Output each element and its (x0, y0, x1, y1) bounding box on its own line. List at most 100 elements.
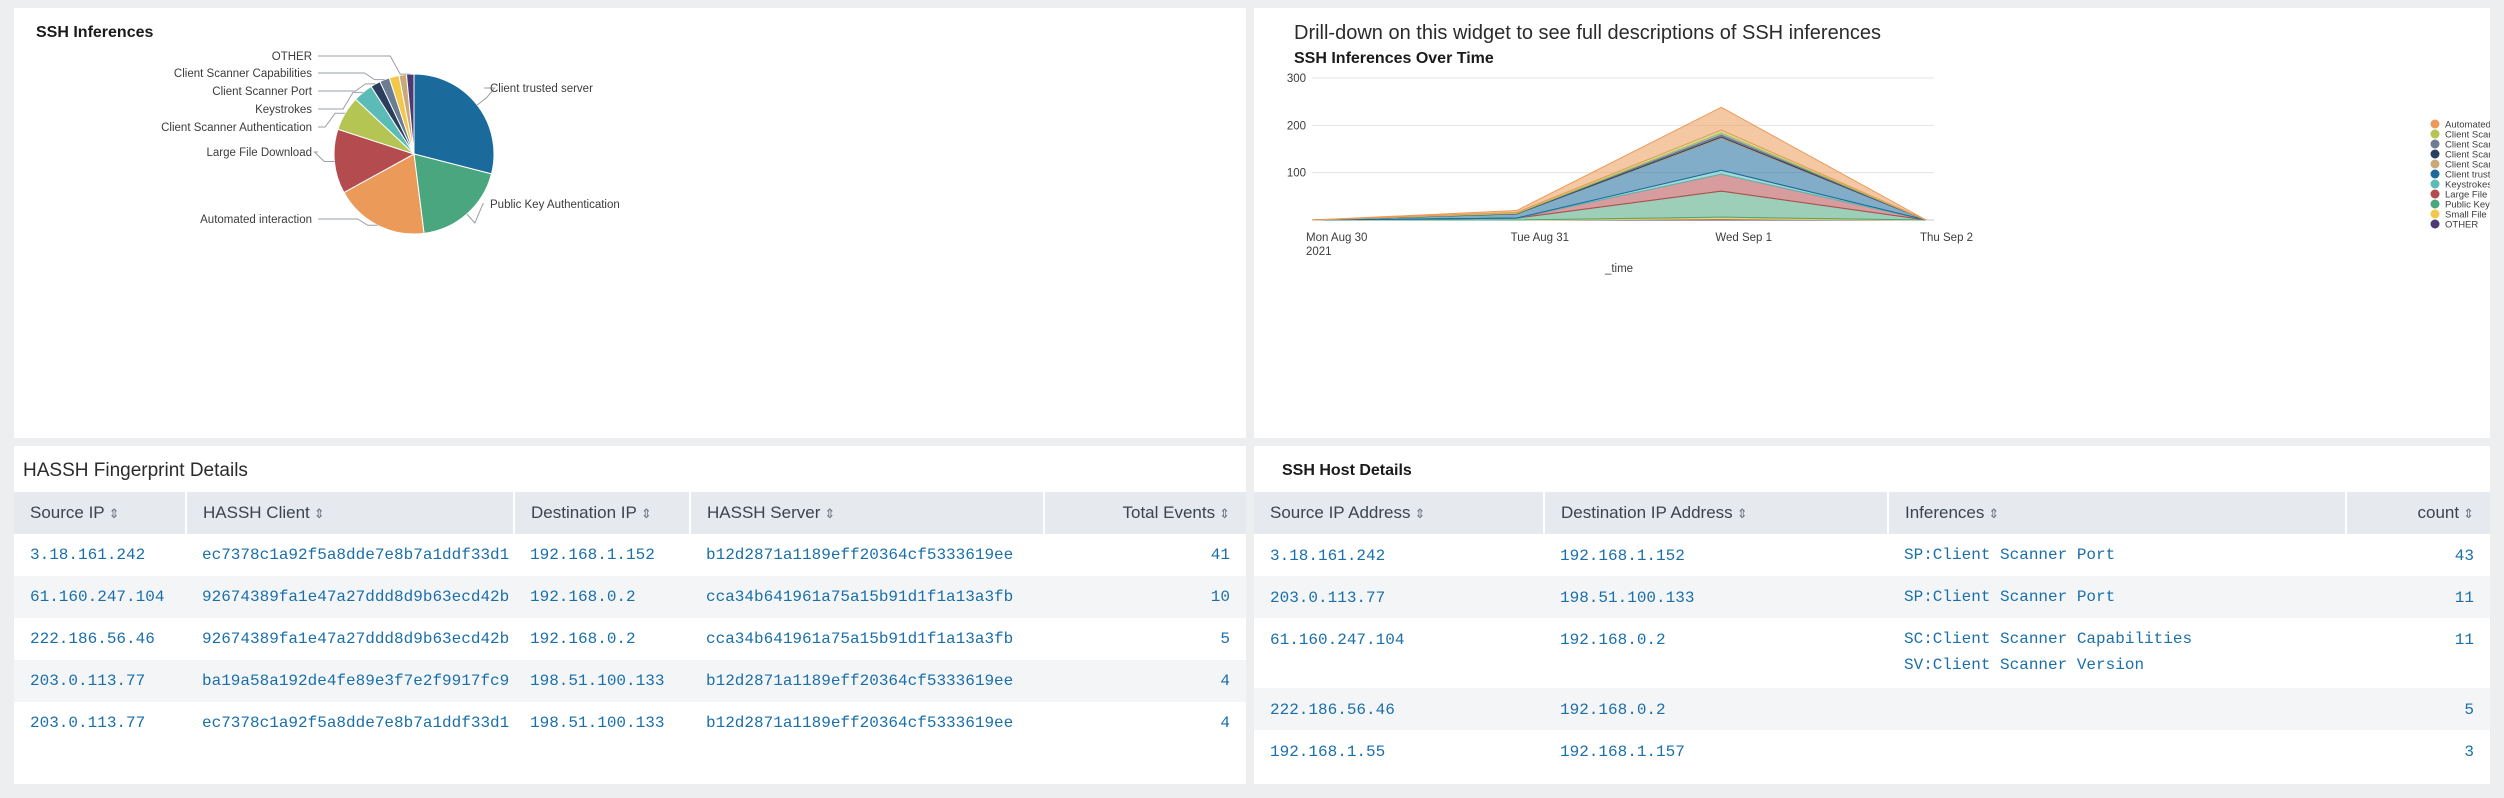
column-header-destination-ip[interactable]: Destination IP ⇕ (514, 492, 691, 534)
pie-slice-automated-interaction[interactable] (343, 153, 425, 235)
cell-destination-ip-address[interactable]: 192.168.1.152 (1560, 547, 1685, 565)
sort-icon[interactable]: ⇕ (824, 506, 836, 521)
cell-hassh-client[interactable]: 92674389fa1e47a27ddd8d9b63ecd42b (202, 630, 510, 648)
legend-item[interactable]: Client Scanner Port (2445, 150, 2490, 161)
cell-total-events[interactable]: 4 (1220, 714, 1230, 732)
cell-destination-ip[interactable]: 192.168.0.2 (530, 630, 636, 648)
cell-hassh-client[interactable]: 92674389fa1e47a27ddd8d9b63ecd42b (186, 576, 514, 618)
sort-icon[interactable]: ⇕ (640, 506, 652, 521)
table-row[interactable]: 203.0.113.77 ec7378c1a92f5a8dde7e8b7a1ddf… (14, 702, 1246, 744)
sort-icon[interactable]: ⇕ (2463, 506, 2474, 521)
cell-source-ip-address[interactable]: 192.168.1.55 (1270, 743, 1386, 761)
inference-value[interactable]: SC:Client Scanner Capabilities (1904, 630, 2193, 648)
sort-icon[interactable]: ⇕ (313, 506, 325, 521)
cell-inferences[interactable] (1888, 688, 2346, 730)
column-header-total-events[interactable]: Total Events ⇕ (1044, 492, 1246, 534)
legend-item[interactable]: Client Scann...uthentication (2445, 130, 2490, 141)
legend-swatch[interactable] (2430, 149, 2440, 159)
cell-inferences[interactable]: SP:Client Scanner Port (1888, 534, 2346, 576)
column-header-source-ip-address[interactable]: Source IP Address ⇕ (1254, 492, 1545, 534)
cell-destination-ip-address[interactable]: 192.168.0.2 (1560, 631, 1666, 649)
table-row[interactable]: 222.186.56.46 92674389fa1e47a27ddd8d9b63e… (14, 618, 1246, 660)
legend-swatch[interactable] (2430, 129, 2440, 139)
pie-slice-public-key-authentication[interactable] (413, 153, 493, 234)
column-header-destination-ip-address[interactable]: Destination IP Address ⇕ (1544, 492, 1889, 534)
legend-item[interactable]: Keystrokes (2445, 180, 2490, 191)
cell-total-events[interactable]: 41 (1210, 546, 1230, 564)
cell-hassh-server[interactable]: b12d2871a1189eff20364cf5333619ee (706, 714, 1014, 732)
legend-swatch[interactable] (2430, 199, 2440, 209)
cell-hassh-server[interactable]: cca34b641961a75a15b91d1f1a13a3fb (690, 576, 1044, 618)
legend-item[interactable]: OTHER (2445, 220, 2478, 231)
cell-source-ip-address[interactable]: 3.18.161.242 (1270, 547, 1386, 565)
sort-icon[interactable]: ⇕ (1414, 506, 1426, 521)
column-header-inferences[interactable]: Inferences ⇕ (1888, 492, 2347, 534)
legend-item[interactable]: Client Scanner Version (2445, 160, 2490, 171)
cell-total-events[interactable]: 5 (1220, 630, 1230, 648)
table-row[interactable]: 61.160.247.104 92674389fa1e47a27ddd8d9b63… (14, 576, 1246, 618)
cell-hassh-client[interactable]: ec7378c1a92f5a8dde7e8b7a1ddf33d1 (202, 546, 510, 564)
inference-value[interactable]: SP:Client Scanner Port (1904, 588, 2116, 606)
cell-destination-ip-address[interactable]: 192.168.0.2 (1544, 688, 1888, 730)
cell-source-ip[interactable]: 61.160.247.104 (14, 576, 186, 618)
sort-icon[interactable]: ⇕ (1988, 506, 2000, 521)
cell-count[interactable]: 43 (2454, 547, 2474, 565)
table-row[interactable]: 3.18.161.242 192.168.1.152 SP:Client Scann… (1254, 534, 2490, 576)
legend-item[interactable]: Automated interaction (2445, 120, 2490, 131)
cell-hassh-server[interactable]: b12d2871a1189eff20364cf5333619ee (706, 546, 1014, 564)
cell-count[interactable]: 3 (2464, 743, 2474, 761)
legend-swatch[interactable] (2430, 189, 2440, 199)
sort-icon[interactable]: ⇕ (108, 506, 120, 521)
area-series-automated-interaction[interactable] (1311, 106, 1927, 221)
cell-destination-ip[interactable]: 198.51.100.133 (530, 714, 665, 732)
table-row[interactable]: 203.0.113.77 198.51.100.133 SP:Client Scan… (1254, 576, 2490, 618)
column-header-hassh-client[interactable]: HASSH Client ⇕ (186, 492, 515, 534)
cell-hassh-client[interactable]: ec7378c1a92f5a8dde7e8b7a1ddf33d1 (202, 714, 510, 732)
ssh-inferences-pie-chart[interactable]: Client trusted server Public Key Authenti… (14, 8, 1246, 438)
cell-total-events[interactable]: 10 (1044, 576, 1246, 618)
cell-source-ip-address[interactable]: 203.0.113.77 (1254, 576, 1544, 618)
legend-item[interactable]: Public Key Authentication (2445, 200, 2490, 211)
legend-swatch[interactable] (2430, 119, 2440, 129)
table-row[interactable]: 61.160.247.104 192.168.0.2 SC:Client Scann… (1254, 618, 2490, 688)
cell-destination-ip[interactable]: 192.168.1.152 (530, 546, 655, 564)
legend-item[interactable]: Client Scanner Capabilities (2445, 140, 2490, 151)
cell-count[interactable]: 11 (2346, 576, 2490, 618)
legend-item[interactable]: Client trusted server (2445, 170, 2490, 181)
cell-source-ip[interactable]: 203.0.113.77 (30, 714, 146, 732)
cell-count[interactable]: 5 (2346, 688, 2490, 730)
cell-destination-ip-address[interactable]: 198.51.100.133 (1544, 576, 1888, 618)
cell-source-ip[interactable]: 203.0.113.77 (14, 660, 186, 702)
column-header-hassh-server[interactable]: HASSH Server ⇕ (690, 492, 1045, 534)
cell-hassh-server[interactable]: b12d2871a1189eff20364cf5333619ee (690, 660, 1044, 702)
inference-value[interactable]: SV:Client Scanner Version (1904, 656, 2145, 674)
legend-item[interactable]: Small File Download (2445, 210, 2490, 221)
sort-icon[interactable]: ⇕ (1736, 506, 1748, 521)
table-row[interactable]: 203.0.113.77 ba19a58a192de4fe89e3f7e2f991… (14, 660, 1246, 702)
table-row[interactable]: 192.168.1.55 192.168.1.157 3 (1254, 730, 2490, 772)
pie-slice-large-file-download[interactable] (333, 128, 416, 194)
legend-swatch[interactable] (2430, 139, 2440, 149)
cell-hassh-client[interactable]: ba19a58a192de4fe89e3f7e2f9917fc9 (186, 660, 514, 702)
legend-swatch[interactable] (2430, 159, 2440, 169)
legend-swatch[interactable] (2430, 169, 2440, 179)
column-header-count[interactable]: count ⇕ (2346, 492, 2490, 534)
cell-source-ip[interactable]: 3.18.161.242 (30, 546, 146, 564)
cell-destination-ip-address[interactable]: 192.168.1.157 (1560, 743, 1685, 761)
cell-inferences[interactable] (1888, 730, 2346, 772)
table-row[interactable]: 3.18.161.242 ec7378c1a92f5a8dde7e8b7a1ddf… (14, 534, 1246, 576)
legend-item[interactable]: Large File Download (2445, 190, 2490, 201)
ssh-inferences-area-chart[interactable]: 100 200 300 Mon Aug 30 2021 Tue Aug 31 Wed Sep… (1254, 8, 2490, 438)
cell-destination-ip[interactable]: 198.51.100.133 (514, 660, 690, 702)
inference-value[interactable]: SP:Client Scanner Port (1904, 546, 2116, 564)
sort-icon[interactable]: ⇕ (1219, 506, 1230, 521)
legend-swatch[interactable] (2430, 179, 2440, 189)
column-header-source-ip[interactable]: Source IP ⇕ (14, 492, 187, 534)
cell-source-ip-address[interactable]: 61.160.247.104 (1270, 631, 1405, 649)
cell-inferences[interactable]: SC:Client Scanner Capabilities SV:Client … (1888, 618, 2346, 688)
cell-destination-ip[interactable]: 192.168.0.2 (514, 576, 690, 618)
legend-swatch[interactable] (2430, 209, 2440, 219)
cell-total-events[interactable]: 4 (1044, 660, 1246, 702)
legend-swatch[interactable] (2430, 219, 2440, 229)
cell-source-ip[interactable]: 222.186.56.46 (30, 630, 155, 648)
